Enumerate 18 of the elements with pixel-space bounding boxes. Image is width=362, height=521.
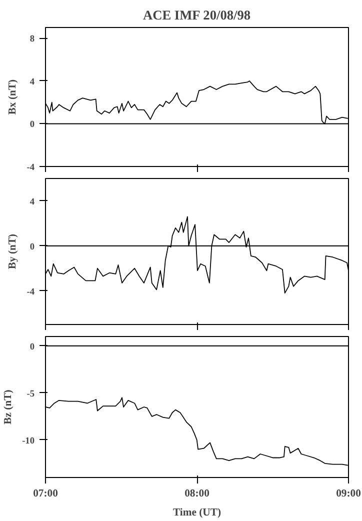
y-tick-label: 4 (30, 197, 35, 208)
x-tick-label: 08:00 (184, 488, 210, 500)
x-axis-title: Time (UT) (172, 508, 222, 518)
x-tick-label: 09:00 (336, 488, 361, 500)
y-tick-label: -4 (26, 163, 35, 173)
y-axis-title: Bx (nT) (8, 78, 19, 115)
y-tick-label: -10 (22, 436, 35, 446)
y-axis-title: By (nT) (8, 233, 19, 270)
y-tick-label: 8 (30, 34, 35, 45)
x-tick-label: 07:00 (33, 488, 58, 500)
y-tick-label: -4 (26, 287, 35, 298)
y-tick-label: 0 (30, 242, 35, 252)
y-tick-label: 0 (30, 342, 35, 352)
y-tick-label: 0 (30, 120, 35, 130)
y-axis-title: Bz (nT) (3, 389, 14, 424)
chart-title: ACE IMF 20/08/98 (142, 8, 251, 22)
y-tick-label: -5 (26, 389, 35, 400)
y-tick-label: 4 (30, 77, 35, 88)
